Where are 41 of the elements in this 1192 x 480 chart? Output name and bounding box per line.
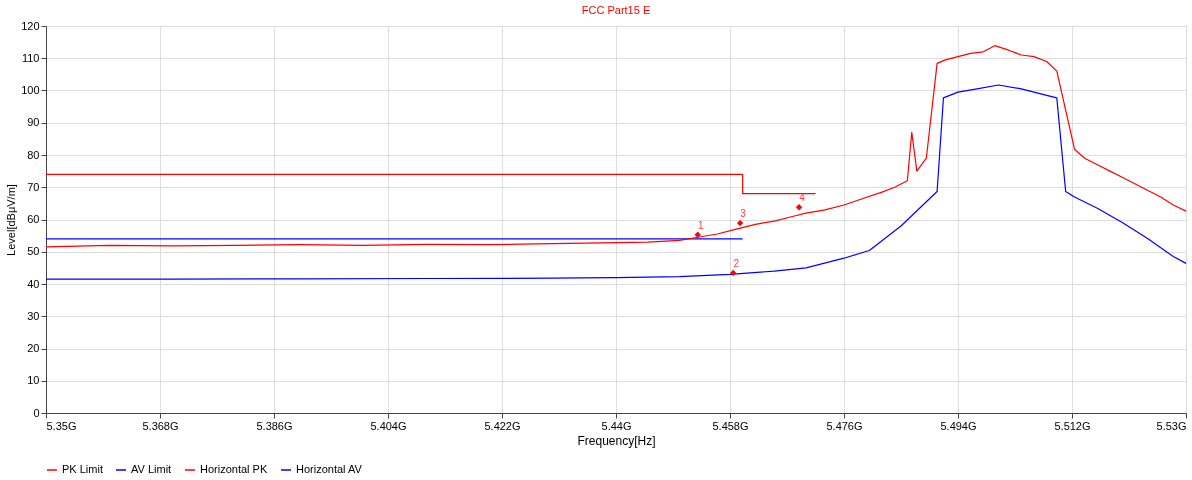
y-tick-label: 70 [27,180,40,193]
x-tick-label: 5.458G [712,419,749,432]
legend-label: Horizontal AV [296,463,363,475]
x-axis-title: Frequency[Hz] [577,433,656,448]
y-tick-label: 60 [27,213,40,225]
y-tick-label: 10 [27,374,40,387]
x-tick-label: 5.404G [370,419,407,432]
y-tick-label: 100 [21,84,40,96]
legend-label: PK Limit [62,463,103,475]
legend-label: AV Limit [131,463,172,475]
x-tick-label: 5.512G [1054,419,1091,432]
annotation: 3 [740,208,747,220]
x-tick-label: 5.53G [1156,419,1187,432]
point [736,219,744,227]
annotation: 4 [799,192,806,204]
y-tick-label: 110 [21,51,40,64]
point [730,269,737,277]
y-tick-label: 50 [27,245,40,258]
y-tick-label: 30 [27,309,40,322]
x-tick-label: 5.422G [484,419,521,432]
y-tick-label: 90 [27,116,40,129]
line-series [45,45,1187,248]
x-tick-label: 5.476G [826,419,863,432]
line-series [45,84,1187,280]
y-tick-label: 40 [27,277,40,290]
y-axis-title: Level[dBμV/m] [5,184,18,256]
annotation: 1 [697,219,704,231]
x-tick-label: 5.386G [256,419,293,432]
annotation: 2 [733,258,740,270]
y-tick-label: 0 [33,406,40,419]
y-tick-label: 120 [21,19,40,32]
y-tick-label: 20 [27,342,40,354]
chart-title: FCC Part15 E [581,4,651,16]
x-tick-label: 5.368G [142,419,179,432]
y-tick-label: 80 [27,148,40,161]
legend-label: Horizontal PK [200,463,268,475]
x-tick-label: 5.494G [940,419,977,432]
point [694,231,701,238]
point [795,204,803,211]
x-tick-label: 5.44G [601,419,632,432]
x-tick-label: 5.35G [46,419,77,432]
